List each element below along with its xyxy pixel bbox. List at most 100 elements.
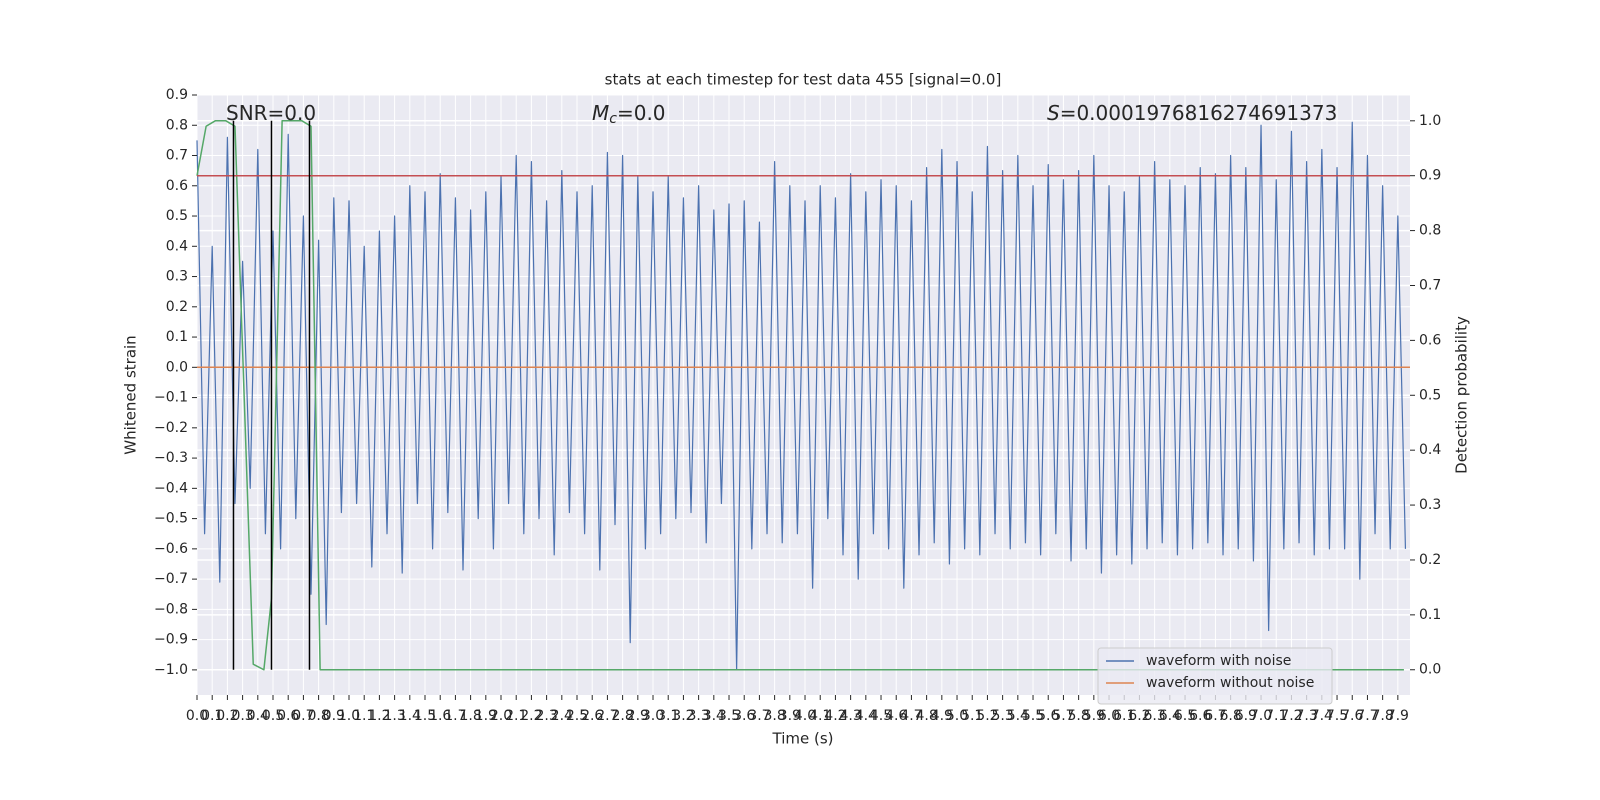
y-tick-label: 0.0 <box>166 359 188 375</box>
x-tick-label: 6.0 <box>1098 708 1120 724</box>
annotation-text: =0.0 <box>617 101 666 125</box>
x-tick-label: 3.9 <box>779 708 801 724</box>
y2-tick-label: 0.5 <box>1419 387 1441 403</box>
y-tick-label: −0.2 <box>154 420 188 436</box>
x-tick-label: 3.2 <box>672 708 694 724</box>
x-tick-label: 3.6 <box>733 708 755 724</box>
x-tick-label: 7.4 <box>1311 708 1333 724</box>
y2-tick-label: 0.9 <box>1419 168 1441 184</box>
y2-tick-label: 0.0 <box>1419 662 1441 678</box>
x-tick-label: 1.1 <box>353 708 375 724</box>
x-tick-label: 2.2 <box>520 708 542 724</box>
x-tick-label: 4.1 <box>809 708 831 724</box>
x-tick-label: 4.6 <box>885 708 907 724</box>
y-tick-label: 0.6 <box>166 178 188 194</box>
y-tick-label: −0.1 <box>154 390 188 406</box>
y2-tick-label: 0.7 <box>1419 277 1441 293</box>
x-tick-label: 7.7 <box>1356 708 1378 724</box>
x-tick-label: 2.3 <box>535 708 557 724</box>
annotation-text: SNR=0.0 <box>226 101 316 125</box>
annotation-text: =0.0001976816274691373 <box>1060 101 1338 125</box>
x-tick-label: 4.5 <box>870 708 892 724</box>
x-tick-label: 1.7 <box>444 708 466 724</box>
x-tick-label: 1.8 <box>459 708 481 724</box>
x-tick-label: 2.8 <box>611 708 633 724</box>
x-tick-label: 3.1 <box>657 708 679 724</box>
annotation-symbol: M <box>592 101 609 125</box>
y-tick-label: 0.1 <box>166 329 188 345</box>
x-tick-label: 1.3 <box>383 708 405 724</box>
x-tick-label: 4.7 <box>900 708 922 724</box>
x-tick-label: 7.1 <box>1265 708 1287 724</box>
annotation: SNR=0.0 <box>226 101 316 125</box>
x-tick-label: 3.3 <box>687 708 709 724</box>
y-tick-label: −0.8 <box>154 601 188 617</box>
x-tick-label: 0.2 <box>216 708 238 724</box>
x-tick-label: 1.9 <box>475 708 497 724</box>
x-tick-label: 6.3 <box>1143 708 1165 724</box>
x-tick-label: 0.8 <box>307 708 329 724</box>
x-tick-label: 3.5 <box>718 708 740 724</box>
annotation-symbol: S <box>1047 101 1060 125</box>
y-tick-label: −0.5 <box>154 511 188 527</box>
x-tick-label: 3.4 <box>703 708 725 724</box>
legend-label: waveform with noise <box>1146 653 1291 669</box>
y-tick-label: 0.4 <box>166 238 188 254</box>
y-tick-label: −0.4 <box>154 480 188 496</box>
y-tick-label: −1.0 <box>154 662 188 678</box>
x-tick-label: 4.3 <box>839 708 861 724</box>
y2-tick-label: 0.3 <box>1419 497 1441 513</box>
x-tick-label: 5.6 <box>1037 708 1059 724</box>
y-tick-label: −0.3 <box>154 450 188 466</box>
x-tick-label: 1.0 <box>338 708 360 724</box>
y2-axis-label: Detection probability <box>1453 316 1471 474</box>
y-tick-label: 0.3 <box>166 269 188 285</box>
y-tick-label: 0.7 <box>166 148 188 164</box>
y-tick-label: −0.6 <box>154 541 188 557</box>
x-tick-label: 0.4 <box>247 708 269 724</box>
x-tick-label: 5.3 <box>991 708 1013 724</box>
x-tick-label: 5.2 <box>976 708 998 724</box>
y-tick-label: 0.8 <box>166 117 188 133</box>
x-tick-label: 7.9 <box>1387 708 1409 724</box>
x-tick-label: 0.7 <box>292 708 314 724</box>
x-tick-label: 0.6 <box>277 708 299 724</box>
y-axis-label: Whitened strain <box>122 335 140 454</box>
x-tick-label: 7.2 <box>1280 708 1302 724</box>
x-tick-label: 1.5 <box>414 708 436 724</box>
x-tick-label: 4.8 <box>915 708 937 724</box>
x-tick-label: 4.4 <box>855 708 877 724</box>
x-tick-label: 2.0 <box>490 708 512 724</box>
x-tick-label: 2.5 <box>566 708 588 724</box>
y2-tick-label: 0.2 <box>1419 552 1441 568</box>
x-tick-label: 6.8 <box>1220 708 1242 724</box>
x-tick-label: 5.1 <box>961 708 983 724</box>
x-tick-label: 6.1 <box>1113 708 1135 724</box>
legend: waveform with noise waveform without nois… <box>1097 647 1333 705</box>
x-tick-label: 6.4 <box>1159 708 1181 724</box>
y-tick-label: −0.7 <box>154 571 188 587</box>
x-tick-label: 5.7 <box>1052 708 1074 724</box>
x-tick-label: 0.9 <box>323 708 345 724</box>
x-tick-label: 5.0 <box>946 708 968 724</box>
x-tick-label: 5.4 <box>1007 708 1029 724</box>
x-tick-label: 7.6 <box>1341 708 1363 724</box>
x-tick-label: 7.0 <box>1250 708 1272 724</box>
x-tick-label: 2.1 <box>505 708 527 724</box>
x-tick-label: 0.3 <box>231 708 253 724</box>
y-tick-label: −0.9 <box>154 632 188 648</box>
y-tick-label: 0.2 <box>166 299 188 315</box>
x-tick-label: 6.6 <box>1189 708 1211 724</box>
x-tick-label: 1.2 <box>368 708 390 724</box>
y2-tick-label: 0.8 <box>1419 223 1441 239</box>
x-tick-label: 2.6 <box>581 708 603 724</box>
x-tick-label: 0.1 <box>201 708 223 724</box>
x-tick-label: 6.7 <box>1204 708 1226 724</box>
y2-tick-label: 0.1 <box>1419 607 1441 623</box>
x-tick-label: 2.9 <box>627 708 649 724</box>
annotation: S=0.0001976816274691373 <box>1047 101 1337 125</box>
x-tick-label: 3.0 <box>642 708 664 724</box>
x-tick-label: 6.5 <box>1174 708 1196 724</box>
y2-tick-label: 0.6 <box>1419 332 1441 348</box>
x-tick-label: 2.7 <box>596 708 618 724</box>
